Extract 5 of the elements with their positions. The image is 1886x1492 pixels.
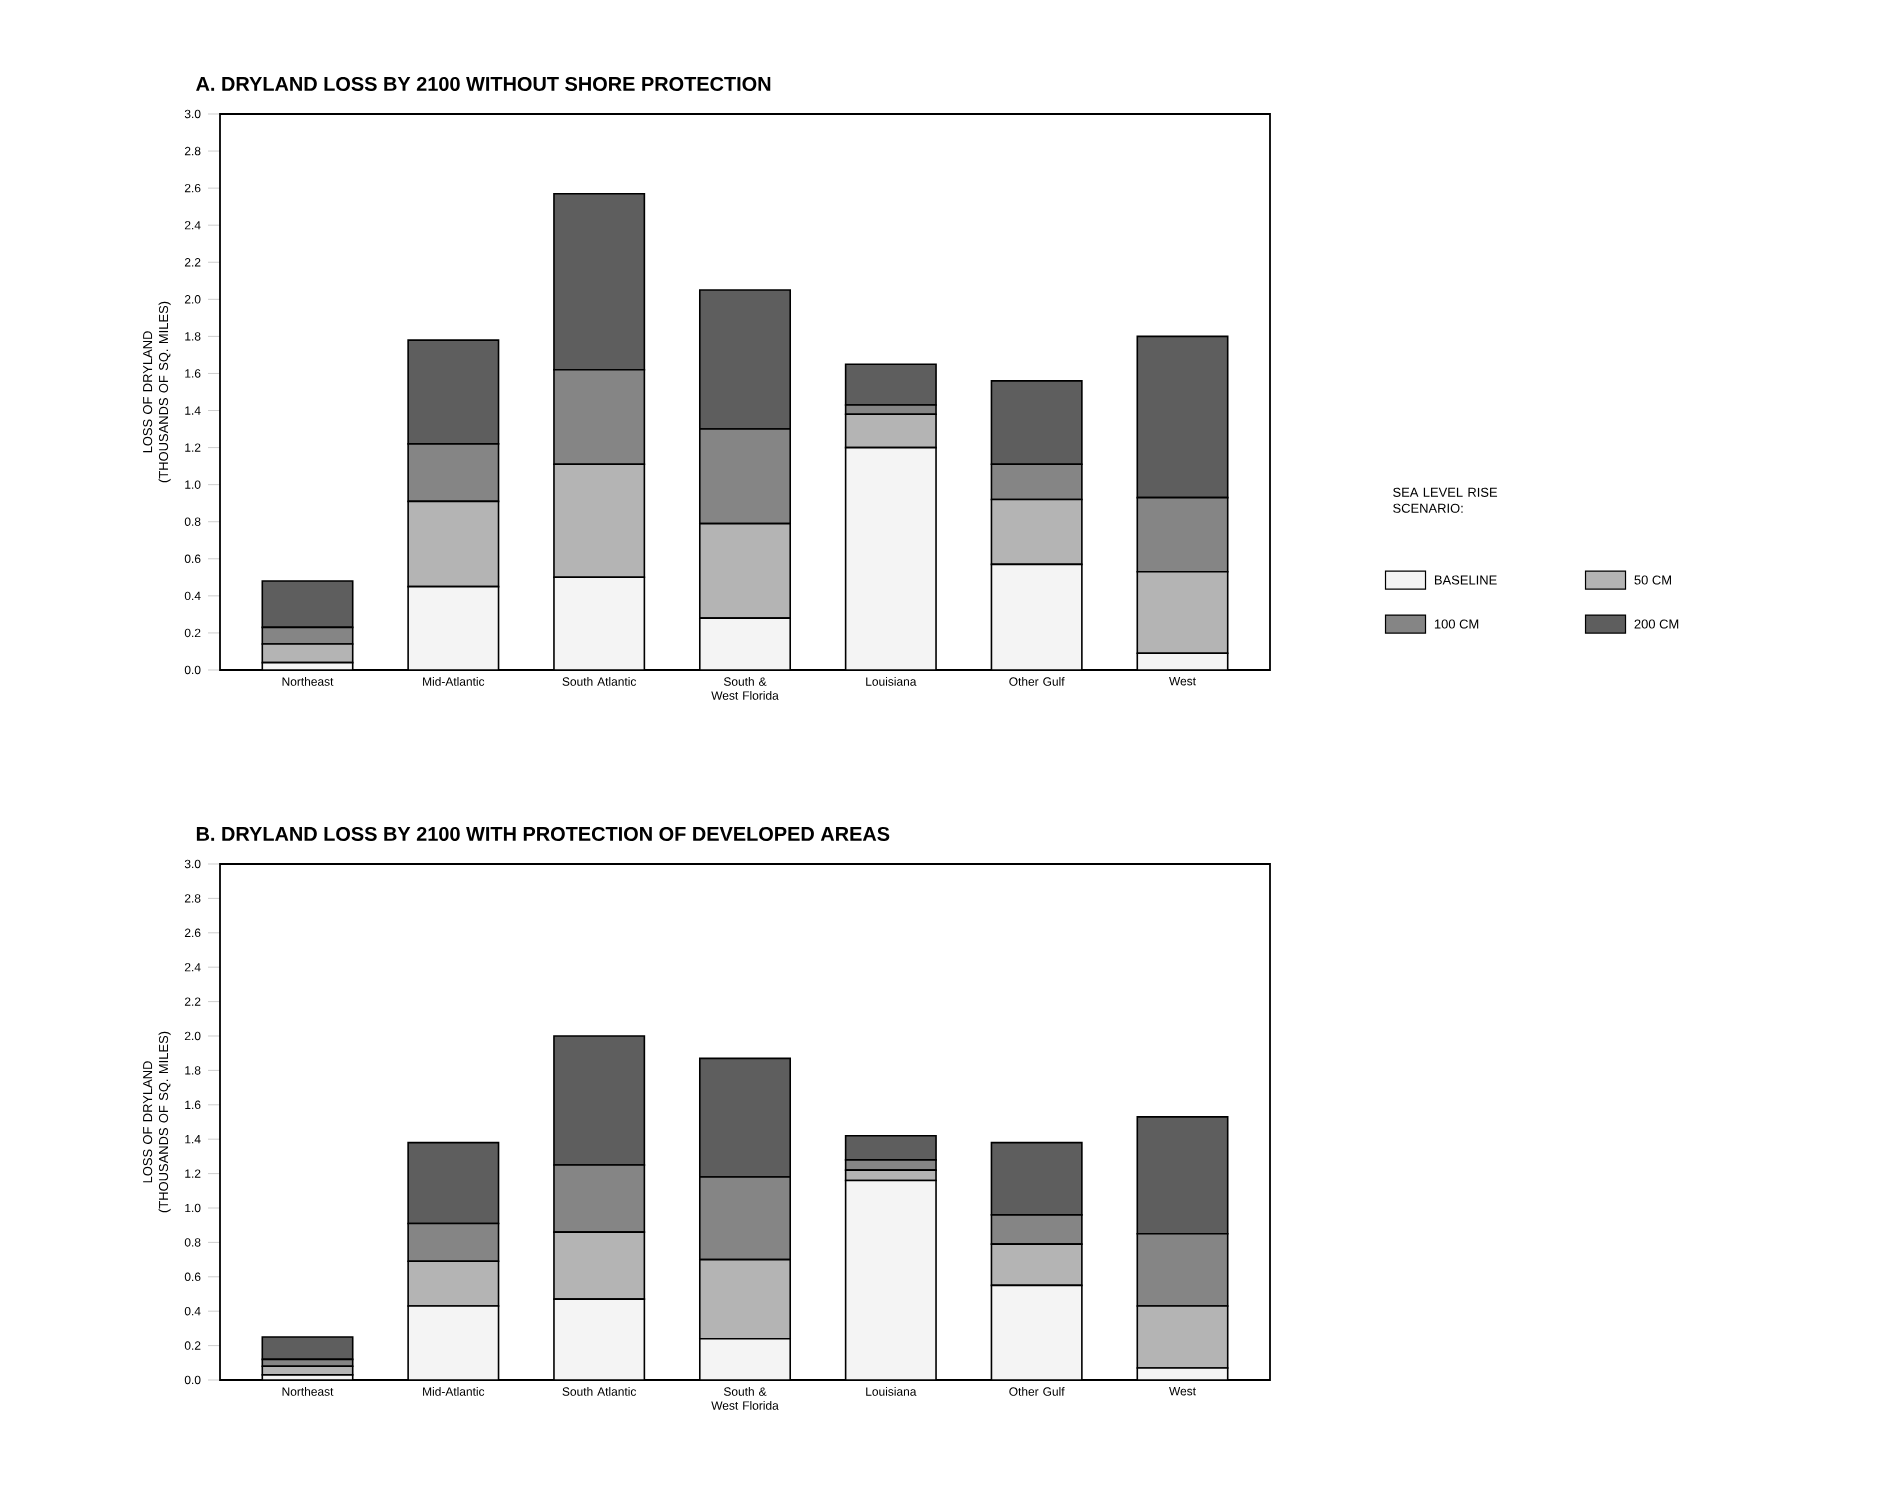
bar	[844, 1134, 937, 1161]
chart-title: B. DRYLAND LOSS BY 2100 WITH PROTECTION OF DEVELOPED AREAS	[196, 826, 890, 841]
bar	[261, 1336, 354, 1361]
bar	[844, 363, 937, 406]
chart-title: A. DRYLAND LOSS BY 2100 WITHOUT SHORE PROTECTION	[196, 76, 771, 91]
